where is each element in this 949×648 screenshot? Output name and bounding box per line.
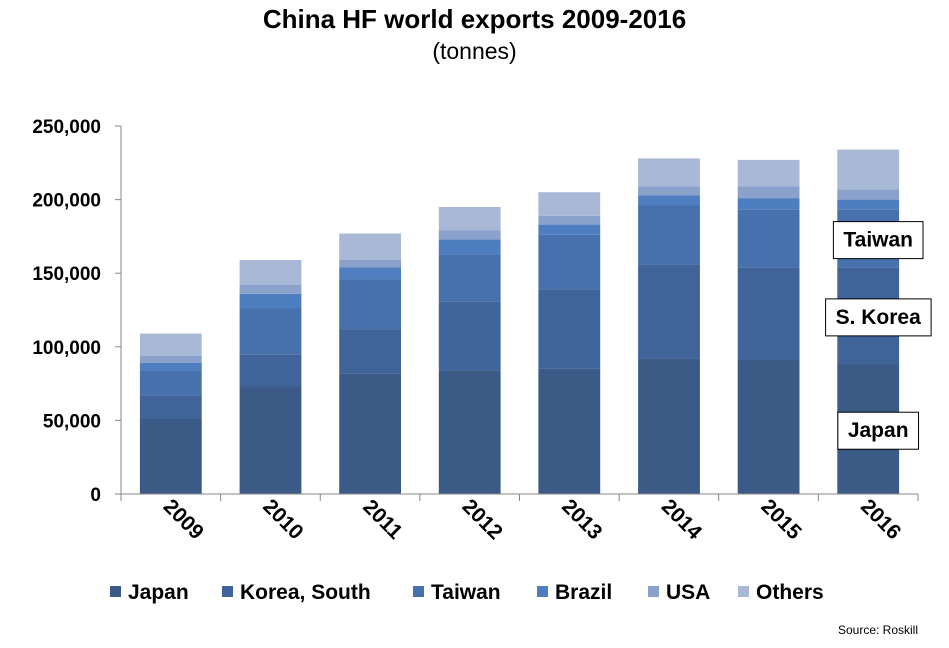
bar-2012-others [438,207,501,231]
legend-label: USA [666,581,710,604]
callout-label: Taiwan [843,229,913,252]
bar-2009-brazil [139,363,202,371]
callout-box [832,221,924,260]
bar-2014-japan [638,358,700,494]
y-tick-label: 0 [90,485,101,506]
legend-swatch [222,586,233,597]
legend-swatch [537,586,548,597]
bar-2011-brazil [339,267,401,280]
bar-2014-brazil [638,195,700,206]
bar-2013-japan [538,368,601,494]
bar-2013-taiwan [538,234,601,290]
callout-japan: Japan [837,411,920,450]
bar-2014-others [638,158,700,187]
bar-2010-japan [239,386,302,494]
bar-2014-korea-south [638,264,700,359]
bar-2014-usa [638,186,700,196]
bar-2013-korea-south [538,289,601,369]
bar-2012-korea-south [438,301,501,371]
chart-title: China HF world exports 2009-2016 [262,4,687,34]
callout-label: S. Korea [836,306,922,329]
bar-2015-others [737,159,800,187]
y-tick-label: 50,000 [43,411,101,432]
x-tick-label: 2016 [856,495,905,544]
bar-2009-usa [139,355,202,363]
legend-swatch [738,586,749,597]
chart-subtitle: (tonnes) [432,38,517,64]
legend: Japan Korea, South Taiwan Brazil USA Others [110,581,824,604]
bar-2014-taiwan [638,205,700,265]
bar-2011-others [339,233,401,260]
y-tick-label: 150,000 [32,264,101,285]
bars-group [139,149,900,494]
bar-2012-brazil [438,239,501,254]
bar-2011-taiwan [339,279,401,330]
x-tick-label: 2009 [159,495,208,544]
legend-label: Brazil [555,581,612,604]
bar-2015-japan [737,360,800,494]
legend-label: Japan [128,581,189,604]
bar-2016-brazil [837,199,900,210]
legend-label: Korea, South [240,581,371,604]
y-tick-label: 100,000 [32,338,101,359]
bar-2015-brazil [737,198,800,210]
bar-2009-japan [139,418,202,494]
x-tick-label: 2014 [657,495,707,545]
bar-2011-korea-south [339,329,401,374]
bar-2009-taiwan [139,370,202,396]
bar-2012-usa [438,230,501,240]
legend-swatch [648,586,659,597]
y-tick-label: 200,000 [32,191,101,212]
bar-2015-korea-south [737,267,800,360]
legend-swatch [110,586,121,597]
callout-taiwan: Taiwan [832,221,924,260]
bar-2013-others [538,192,601,216]
callout-box [837,411,920,450]
bar-2012-taiwan [438,254,501,302]
bar-2011-japan [339,373,401,494]
callouts-group: Taiwan S. Korea Japan [825,221,932,450]
bar-2016-others [837,149,900,190]
bar-2010-usa [239,285,302,294]
bar-2013-brazil [538,224,601,235]
x-tick-label: 2011 [358,495,407,544]
bar-2016-usa [837,189,900,200]
callout-box [825,298,932,337]
source-note: Source: Roskill [837,623,918,637]
bar-2009-korea-south [139,395,202,419]
bar-2010-others [239,260,302,285]
bar-2011-usa [339,260,401,268]
callout-s-korea: S. Korea [825,298,932,337]
y-tick-label: 250,000 [32,117,101,138]
x-tick-label: 2013 [557,495,606,544]
x-tick-label: 2015 [756,495,806,545]
x-tick-label: 2012 [458,495,507,544]
x-tick-label: 2010 [258,495,307,544]
legend-label: Others [756,581,824,604]
callout-label: Japan [848,419,909,442]
legend-label: Taiwan [431,581,501,604]
legend-swatch [413,586,424,597]
bar-2010-taiwan [239,308,302,355]
bar-2010-korea-south [239,354,302,387]
bar-2015-taiwan [737,209,800,268]
bar-2013-usa [538,215,601,225]
bar-2012-japan [438,370,501,494]
bar-2015-usa [737,186,800,199]
bar-2009-others [139,333,202,356]
bar-2010-brazil [239,293,302,309]
